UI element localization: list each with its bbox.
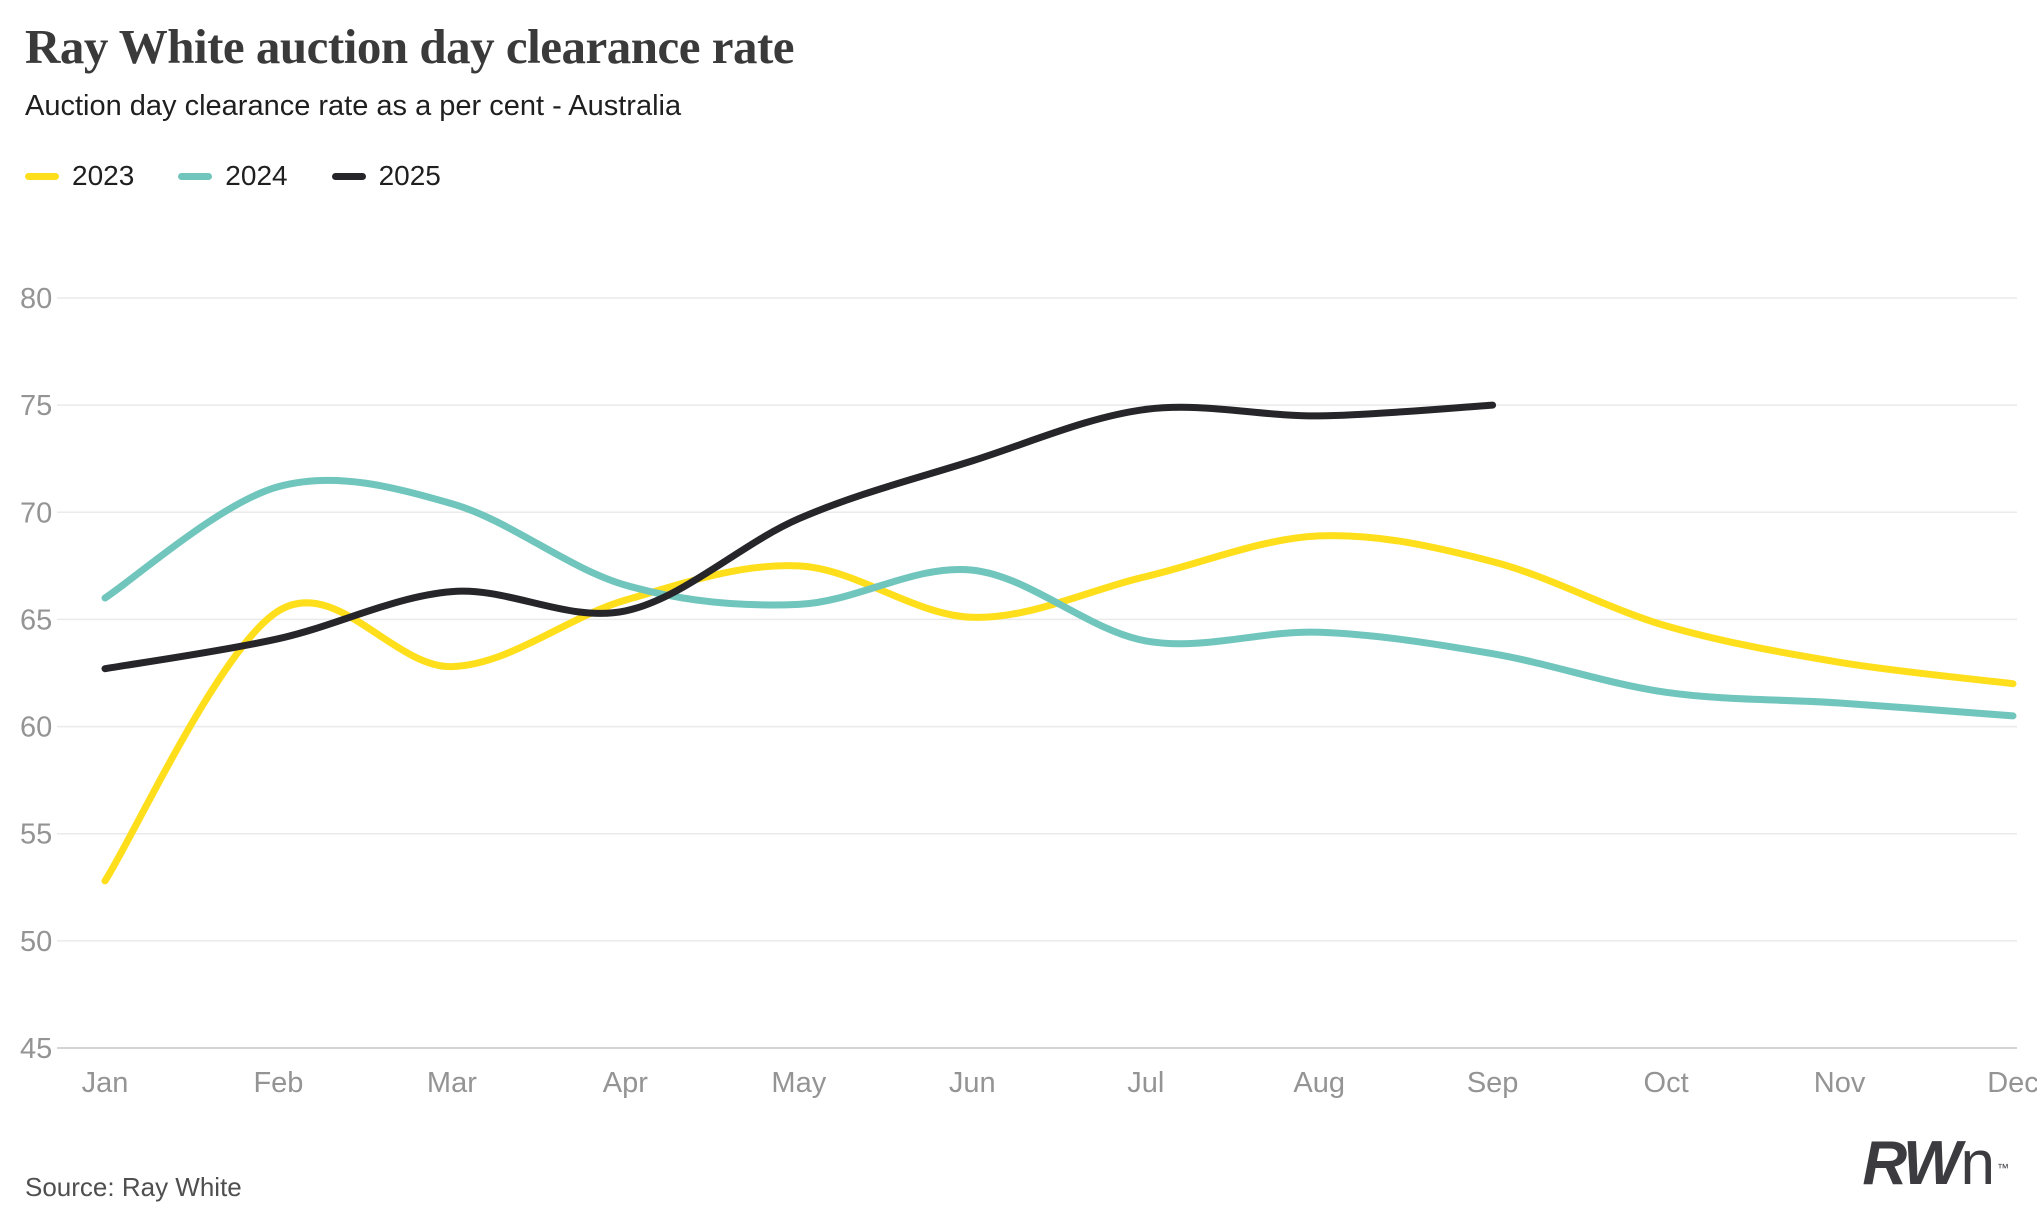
legend-item-2024[interactable]: 2024 — [178, 160, 288, 192]
x-tick-label-Oct: Oct — [1644, 1067, 1689, 1099]
x-tick-label-Apr: Apr — [603, 1067, 648, 1099]
y-tick-label-45: 45 — [20, 1033, 52, 1065]
series-line-2024 — [101, 476, 2017, 720]
y-tick-label-55: 55 — [20, 819, 52, 851]
y-tick-label-65: 65 — [20, 604, 52, 636]
legend-label-2023: 2023 — [72, 160, 135, 191]
x-tick-label-May: May — [771, 1067, 826, 1099]
series-line-2025 — [101, 401, 1497, 673]
legend-item-2023[interactable]: 2023 — [25, 160, 134, 192]
x-tick-label-Nov: Nov — [1814, 1067, 1866, 1099]
x-tick-label-Jul: Jul — [1127, 1067, 1164, 1099]
chart-subtitle: Auction day clearance rate as a per cent… — [25, 90, 682, 122]
legend: 2023 2024 2025 — [25, 160, 441, 192]
legend-item-2025[interactable]: 2025 — [331, 160, 441, 192]
y-tick-label-80: 80 — [20, 283, 52, 315]
x-tick-label-Sep: Sep — [1467, 1067, 1519, 1099]
y-tick-label-70: 70 — [20, 497, 52, 529]
rwn-logo: RWn ™ — [1862, 1128, 2009, 1199]
chart-title: Ray White auction day clearance rate — [25, 19, 795, 74]
x-tick-label-Feb: Feb — [253, 1067, 303, 1099]
x-tick-label-Mar: Mar — [427, 1067, 477, 1099]
logo-trademark: ™ — [1997, 1161, 2009, 1175]
legend-swatch-2023 — [25, 172, 59, 180]
x-tick-label-Aug: Aug — [1293, 1067, 1345, 1099]
legend-label-2024: 2024 — [225, 160, 288, 191]
x-tick-label-Dec: Dec — [1987, 1067, 2037, 1099]
series-line-2023 — [101, 532, 2017, 885]
logo-rw-text: RW — [1862, 1129, 1961, 1198]
logo-n-text: n — [1960, 1129, 1995, 1198]
y-tick-label-50: 50 — [20, 926, 52, 958]
y-tick-label-75: 75 — [20, 390, 52, 422]
source-label: Source: Ray White — [25, 1172, 242, 1202]
legend-swatch-2024 — [178, 172, 213, 180]
legend-label-2025: 2025 — [378, 160, 441, 191]
y-tick-label-60: 60 — [20, 712, 52, 744]
x-tick-label-Jan: Jan — [82, 1067, 129, 1099]
legend-swatch-2025 — [331, 172, 366, 180]
x-tick-label-Jun: Jun — [949, 1067, 996, 1099]
